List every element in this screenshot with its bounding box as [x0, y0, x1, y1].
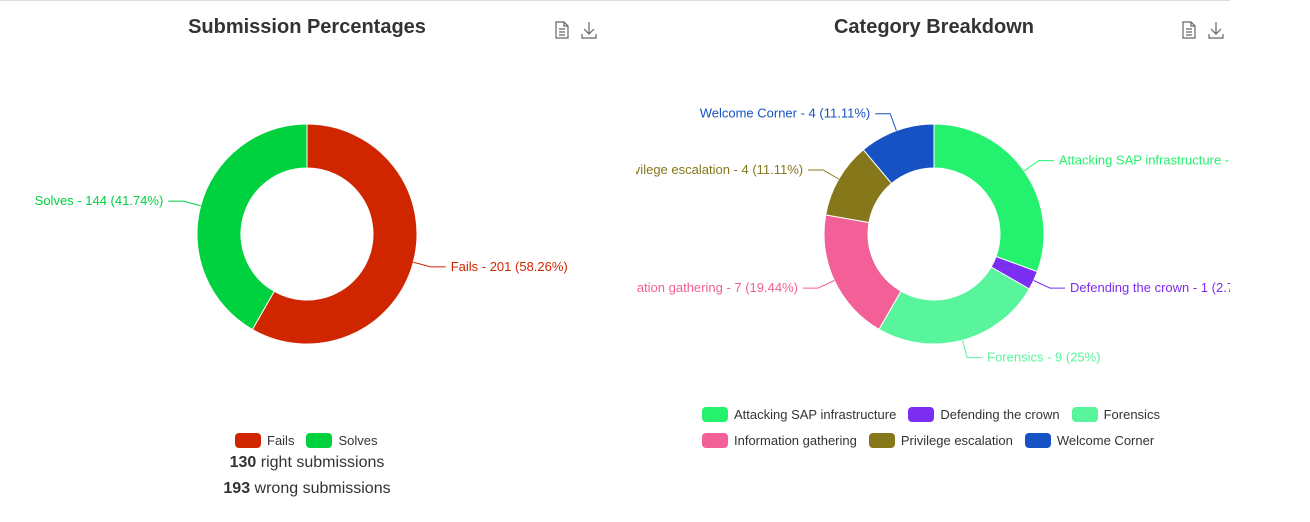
right-label: right submissions: [260, 454, 385, 471]
category-legend: Attacking SAP infrastructure Defending th…: [702, 401, 1202, 453]
label-line: [802, 280, 835, 289]
legend-swatch: [1071, 406, 1098, 422]
label-line: [168, 200, 201, 207]
data-view-icon[interactable]: [1180, 20, 1198, 40]
legend-item[interactable]: Forensics: [1071, 401, 1160, 427]
legend-label: Forensics: [1103, 406, 1160, 422]
slice-forensics[interactable]: [878, 266, 1030, 345]
label-line: [1023, 160, 1054, 172]
right-count: 130: [229, 454, 257, 471]
legend-item[interactable]: Privilege escalation: [868, 427, 1013, 453]
legend-label: Fails: [267, 432, 295, 448]
slice-label: Fails - 201 (58.26%): [451, 259, 568, 274]
label-line: [961, 340, 983, 359]
legend-item[interactable]: Information gathering: [702, 427, 857, 453]
legend-swatch: [868, 432, 895, 448]
legend-item[interactable]: Solves: [306, 427, 377, 453]
legend-item[interactable]: Defending the crown: [908, 401, 1060, 427]
legend-item[interactable]: Welcome Corner: [1024, 427, 1155, 453]
slice-label: Defending the crown - 1 (2.78%): [1070, 280, 1257, 295]
legend-swatch: [908, 406, 935, 422]
slice-label: Privilege escalation - 4 (11.11%): [618, 162, 803, 177]
slice-solves[interactable]: [196, 123, 308, 331]
legend-item[interactable]: Attacking SAP infrastructure: [702, 401, 896, 427]
slice-welcome-corner[interactable]: [862, 123, 935, 185]
slice-label: Attacking SAP infrastructure - 11 (30.56…: [1059, 153, 1303, 168]
label-line: [875, 113, 897, 131]
legend-swatch: [702, 406, 728, 422]
legend-swatch: [235, 432, 261, 448]
category-donut: Attacking SAP infrastructure - 11 (30.56…: [600, 106, 1303, 365]
slice-fails[interactable]: [251, 123, 418, 345]
legend-item[interactable]: Fails: [235, 427, 294, 453]
legend-swatch: [1024, 432, 1051, 448]
chart-title-categories: Category Breakdown: [833, 16, 1035, 38]
wrong-count: 193: [223, 480, 251, 497]
label-line: [413, 261, 446, 268]
legend-label: Solves: [338, 432, 378, 448]
legend-swatch: [306, 432, 333, 448]
slice-label: Solves - 144 (41.74%): [35, 193, 164, 208]
label-line: [808, 169, 839, 180]
label-line: [1033, 280, 1066, 289]
download-icon[interactable]: [1207, 20, 1225, 40]
legend-swatch: [702, 432, 728, 448]
wrong-label: wrong submissions: [254, 480, 391, 497]
legend-label: Information gathering: [734, 432, 857, 448]
slice-attacking-sap-infrastructure[interactable]: [933, 123, 1045, 273]
submission-legend: Fails Solves: [235, 427, 435, 453]
submission-donut: Fails - 201 (58.26%) Solves - 144 (41.74%…: [35, 123, 568, 345]
slice-label: Information gathering - 7 (19.44%): [600, 280, 798, 295]
legend-label: Defending the crown: [940, 406, 1060, 422]
chart-title-submissions: Submission Percentages: [188, 16, 426, 38]
legend-label: Privilege escalation: [900, 432, 1013, 448]
legend-label: Welcome Corner: [1056, 432, 1155, 448]
legend-label: Attacking SAP infrastructure: [734, 406, 897, 422]
slice-information-gathering[interactable]: [823, 214, 902, 330]
right-submissions: 130 right submissions: [107, 454, 507, 472]
slice-label: Forensics - 9 (25%): [987, 350, 1100, 365]
data-view-icon[interactable]: [553, 20, 571, 40]
slice-label: Welcome Corner - 4 (11.11%): [700, 106, 871, 121]
download-icon[interactable]: [580, 20, 598, 40]
wrong-submissions: 193 wrong submissions: [107, 480, 507, 498]
top-divider: [0, 0, 1230, 1]
